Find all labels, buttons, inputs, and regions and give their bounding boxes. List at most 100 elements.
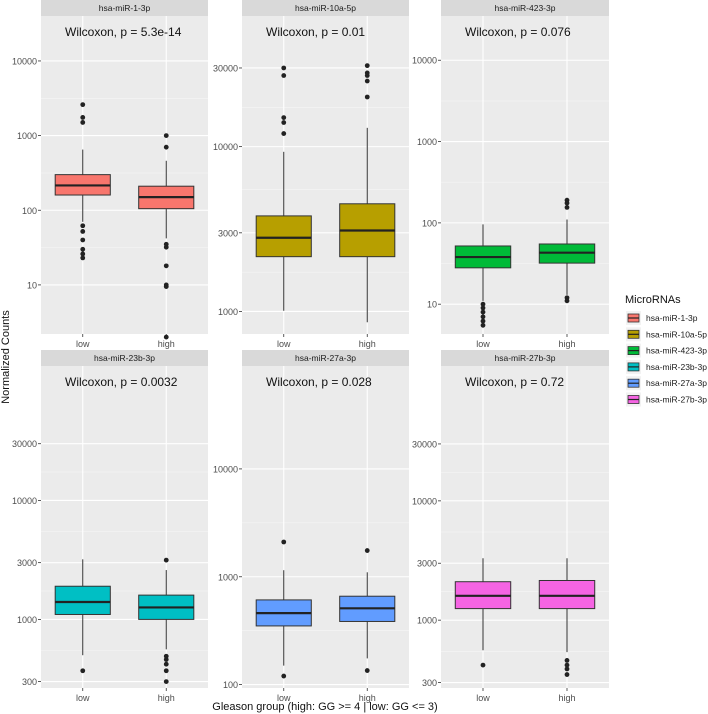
facet-strip: [242, 350, 409, 366]
facet-strip: [242, 0, 409, 16]
y-tick-label: 1000: [218, 307, 238, 317]
outlier-point: [564, 662, 570, 668]
legend-item-hsa-miR-1-3p: hsa-miR-1-3p: [626, 311, 698, 325]
box-iqr: [255, 215, 312, 258]
facet-title: hsa-miR-1-3p: [99, 3, 151, 13]
panel-hsa-miR-27b-3p: 300 1000 3000 10000 30000 low high Wilcoxon, p …: [412, 350, 609, 703]
y-tick-label: 10000: [213, 464, 238, 474]
facet-title: hsa-miR-23b-3p: [94, 353, 155, 363]
y-tick-label: 10000: [412, 496, 437, 506]
legend-label: hsa-miR-27b-3p: [646, 395, 707, 405]
wilcoxon-annotation: Wilcoxon, p = 0.72: [465, 375, 564, 389]
legend-item-hsa-miR-10a-5p: hsa-miR-10a-5p: [626, 327, 707, 342]
x-tick-label-low: low: [476, 339, 490, 349]
box-high: [339, 63, 396, 323]
y-tick-label: 10000: [12, 56, 37, 66]
outlier-point: [564, 657, 570, 663]
plot-background: [441, 16, 609, 334]
facet-strip: [441, 350, 609, 366]
y-tick-label: 300: [22, 677, 37, 687]
outlier-point: [80, 223, 86, 229]
outlier-point: [480, 301, 486, 307]
legend-label: hsa-miR-10a-5p: [646, 329, 707, 339]
box-high: [339, 548, 396, 673]
outlier-point: [281, 539, 287, 545]
outlier-point: [564, 672, 570, 677]
y-tick-label: 30000: [412, 439, 437, 449]
outlier-point: [480, 309, 486, 315]
wilcoxon-annotation: Wilcoxon, p = 0.01: [266, 25, 365, 39]
panel-hsa-miR-10a-5p: 1000 3000 10000 30000 low high Wilcoxon, p = 0…: [213, 0, 409, 349]
outlier-point: [163, 679, 169, 684]
x-tick-label-high: high: [158, 693, 175, 703]
outlier-point: [364, 78, 370, 84]
legend-item-hsa-miR-23b-3p: hsa-miR-23b-3p: [626, 359, 707, 374]
y-tick-label: 100: [422, 218, 437, 228]
y-tick-label: 1000: [17, 615, 37, 625]
x-tick-label-high: high: [359, 693, 376, 703]
x-axis-label: Gleason group (high: GG >= 4 | low: GG <…: [212, 701, 437, 713]
box-high: [538, 197, 596, 304]
legend-item-hsa-miR-423-3p: hsa-miR-423-3p: [626, 343, 707, 358]
legend-label: hsa-miR-1-3p: [646, 313, 698, 323]
legend: MicroRNAs hsa-miR-1-3p hsa-miR-10a-5p hsa-…: [625, 294, 707, 407]
outlier-point: [163, 244, 169, 250]
legend-item-hsa-miR-27b-3p: hsa-miR-27b-3p: [626, 392, 707, 407]
outlier-point: [80, 115, 86, 120]
outlier-point: [163, 133, 169, 139]
box-low: [454, 558, 512, 668]
outlier-point: [80, 246, 86, 252]
plot-background: [242, 366, 409, 688]
outlier-point: [480, 662, 486, 668]
outlier-point: [480, 314, 486, 320]
outlier-point: [281, 65, 287, 71]
outlier-point: [364, 548, 370, 553]
x-tick-label-high: high: [359, 339, 376, 349]
facet-title: hsa-miR-10a-5p: [295, 3, 356, 13]
box-high: [138, 133, 195, 340]
legend-label: hsa-miR-27a-3p: [646, 378, 707, 388]
outlier-point: [163, 557, 169, 563]
legend-label: hsa-miR-23b-3p: [646, 362, 707, 372]
facet-strip: [41, 350, 208, 366]
y-tick-label: 1000: [218, 572, 238, 582]
panel-hsa-miR-27a-3p: 100 1000 10000 low high Wilcoxon, p = 0.028 hs…: [213, 350, 409, 703]
x-tick-label-low: low: [76, 339, 90, 349]
outlier-point: [564, 197, 570, 203]
outlier-point: [281, 73, 287, 78]
plot-background: [41, 366, 208, 688]
y-tick-label: 3000: [417, 559, 437, 569]
y-tick-label: 10000: [412, 56, 437, 66]
outlier-point: [80, 251, 86, 257]
box-low: [454, 224, 512, 328]
box-low: [54, 559, 111, 674]
y-tick-label: 30000: [12, 439, 37, 449]
box-high: [538, 558, 596, 677]
y-axis-label: Normalized Counts: [0, 310, 12, 404]
y-tick-label: 10000: [12, 496, 37, 506]
outlier-point: [80, 255, 86, 261]
panels: 10 100 1000 10000 low high Wilcoxon, p = 5.3e-…: [12, 0, 609, 703]
y-tick-label: 300: [422, 678, 437, 688]
box-low: [255, 65, 312, 311]
legend-item-hsa-miR-27a-3p: hsa-miR-27a-3p: [626, 376, 707, 391]
outlier-point: [163, 334, 169, 340]
wilcoxon-annotation: Wilcoxon, p = 0.076: [465, 25, 571, 39]
outlier-point: [564, 204, 570, 210]
wilcoxon-annotation: Wilcoxon, p = 5.3e-14: [65, 25, 182, 39]
facet-title: hsa-miR-27b-3p: [495, 353, 556, 363]
panel-hsa-miR-1-3p: 10 100 1000 10000 low high Wilcoxon, p = 5.3e-…: [12, 0, 208, 349]
facet-title: hsa-miR-27a-3p: [295, 353, 356, 363]
facet-strip: [441, 0, 609, 16]
plot-background: [441, 366, 609, 688]
x-tick-label-high: high: [558, 339, 575, 349]
y-tick-label: 10: [27, 280, 37, 290]
outlier-point: [364, 70, 370, 76]
panel-hsa-miR-23b-3p: 300 1000 3000 10000 30000 low high Wilcoxon, p …: [12, 350, 208, 703]
x-tick-label-high: high: [558, 693, 575, 703]
x-tick-label-high: high: [158, 339, 175, 349]
outlier-point: [480, 322, 486, 328]
y-tick-label: 10: [427, 300, 437, 310]
plot-background: [242, 16, 409, 334]
outlier-point: [80, 668, 86, 674]
